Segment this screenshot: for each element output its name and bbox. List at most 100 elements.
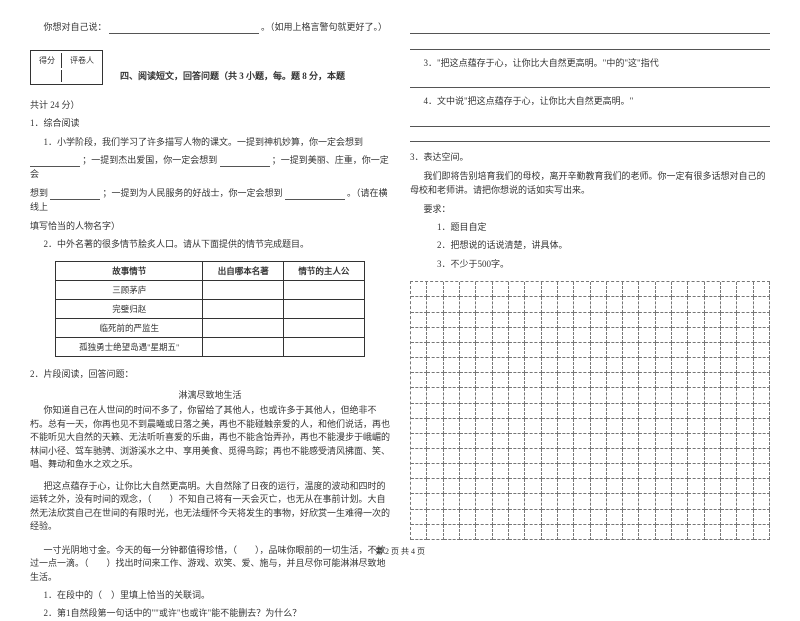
grid-cell[interactable] xyxy=(509,525,525,540)
grid-cell[interactable] xyxy=(672,297,688,312)
grid-cell[interactable] xyxy=(721,510,737,525)
grid-cell[interactable] xyxy=(542,434,558,449)
grid-cell[interactable] xyxy=(672,479,688,494)
grid-cell[interactable] xyxy=(688,434,704,449)
grid-cell[interactable] xyxy=(525,358,541,373)
grid-cell[interactable] xyxy=(493,510,509,525)
grid-cell[interactable] xyxy=(493,494,509,509)
grid-cell[interactable] xyxy=(656,434,672,449)
grid-cell[interactable] xyxy=(721,313,737,328)
grid-cell[interactable] xyxy=(688,358,704,373)
grid-cell[interactable] xyxy=(672,434,688,449)
answer-line-2[interactable] xyxy=(410,36,770,50)
grid-cell[interactable] xyxy=(525,525,541,540)
grid-cell[interactable] xyxy=(721,343,737,358)
grid-cell[interactable] xyxy=(558,479,574,494)
grid-cell[interactable] xyxy=(754,464,770,479)
grid-cell[interactable] xyxy=(623,419,639,434)
grid-cell[interactable] xyxy=(558,313,574,328)
grid-cell[interactable] xyxy=(460,313,476,328)
grid-cell[interactable] xyxy=(444,282,460,297)
grid-cell[interactable] xyxy=(737,313,753,328)
grid-cell[interactable] xyxy=(688,297,704,312)
grid-cell[interactable] xyxy=(591,297,607,312)
cell-r1c2[interactable] xyxy=(284,300,365,319)
grid-cell[interactable] xyxy=(672,510,688,525)
grid-cell[interactable] xyxy=(476,373,492,388)
grid-cell[interactable] xyxy=(591,494,607,509)
grid-cell[interactable] xyxy=(705,373,721,388)
grid-cell[interactable] xyxy=(656,419,672,434)
grid-cell[interactable] xyxy=(754,388,770,403)
grid-cell[interactable] xyxy=(558,328,574,343)
grid-cell[interactable] xyxy=(444,449,460,464)
grid-cell[interactable] xyxy=(672,373,688,388)
grid-cell[interactable] xyxy=(493,525,509,540)
grid-cell[interactable] xyxy=(427,510,443,525)
grid-cell[interactable] xyxy=(476,404,492,419)
grid-cell[interactable] xyxy=(574,464,590,479)
answer-line-1[interactable] xyxy=(410,20,770,34)
grid-cell[interactable] xyxy=(688,464,704,479)
grid-cell[interactable] xyxy=(705,313,721,328)
grid-cell[interactable] xyxy=(558,449,574,464)
grid-cell[interactable] xyxy=(737,373,753,388)
grid-cell[interactable] xyxy=(509,494,525,509)
grid-cell[interactable] xyxy=(509,434,525,449)
grid-cell[interactable] xyxy=(444,464,460,479)
grid-cell[interactable] xyxy=(411,510,427,525)
grid-cell[interactable] xyxy=(427,525,443,540)
blank3[interactable] xyxy=(50,190,100,200)
grid-cell[interactable] xyxy=(493,313,509,328)
grid-cell[interactable] xyxy=(754,434,770,449)
grid-cell[interactable] xyxy=(542,313,558,328)
grid-cell[interactable] xyxy=(672,419,688,434)
grid-cell[interactable] xyxy=(656,313,672,328)
grid-cell[interactable] xyxy=(476,328,492,343)
grid-cell[interactable] xyxy=(444,525,460,540)
grid-cell[interactable] xyxy=(411,297,427,312)
grid-cell[interactable] xyxy=(476,525,492,540)
grid-cell[interactable] xyxy=(411,434,427,449)
grid-cell[interactable] xyxy=(574,388,590,403)
grid-cell[interactable] xyxy=(509,313,525,328)
grid-cell[interactable] xyxy=(623,494,639,509)
cell-r3c2[interactable] xyxy=(284,338,365,357)
grid-cell[interactable] xyxy=(591,328,607,343)
grid-cell[interactable] xyxy=(639,313,655,328)
grid-cell[interactable] xyxy=(639,358,655,373)
grid-cell[interactable] xyxy=(574,510,590,525)
grid-cell[interactable] xyxy=(493,388,509,403)
grid-cell[interactable] xyxy=(460,282,476,297)
grid-cell[interactable] xyxy=(444,373,460,388)
grid-cell[interactable] xyxy=(558,282,574,297)
grid-cell[interactable] xyxy=(607,525,623,540)
grid-cell[interactable] xyxy=(754,525,770,540)
grid-cell[interactable] xyxy=(754,479,770,494)
grid-cell[interactable] xyxy=(476,297,492,312)
grid-cell[interactable] xyxy=(623,328,639,343)
grid-cell[interactable] xyxy=(721,525,737,540)
grid-cell[interactable] xyxy=(509,510,525,525)
grid-cell[interactable] xyxy=(509,373,525,388)
grid-cell[interactable] xyxy=(705,404,721,419)
grid-cell[interactable] xyxy=(476,419,492,434)
grid-cell[interactable] xyxy=(411,464,427,479)
grid-cell[interactable] xyxy=(427,328,443,343)
grid-cell[interactable] xyxy=(411,328,427,343)
grid-cell[interactable] xyxy=(411,282,427,297)
blank1[interactable] xyxy=(30,157,80,167)
grid-cell[interactable] xyxy=(427,404,443,419)
grid-cell[interactable] xyxy=(460,525,476,540)
grid-cell[interactable] xyxy=(639,297,655,312)
grid-cell[interactable] xyxy=(525,479,541,494)
grid-cell[interactable] xyxy=(672,328,688,343)
grid-cell[interactable] xyxy=(721,464,737,479)
grid-cell[interactable] xyxy=(591,373,607,388)
grid-cell[interactable] xyxy=(509,328,525,343)
grid-cell[interactable] xyxy=(509,464,525,479)
grid-cell[interactable] xyxy=(509,388,525,403)
grid-cell[interactable] xyxy=(737,464,753,479)
grid-cell[interactable] xyxy=(574,297,590,312)
grid-cell[interactable] xyxy=(656,404,672,419)
